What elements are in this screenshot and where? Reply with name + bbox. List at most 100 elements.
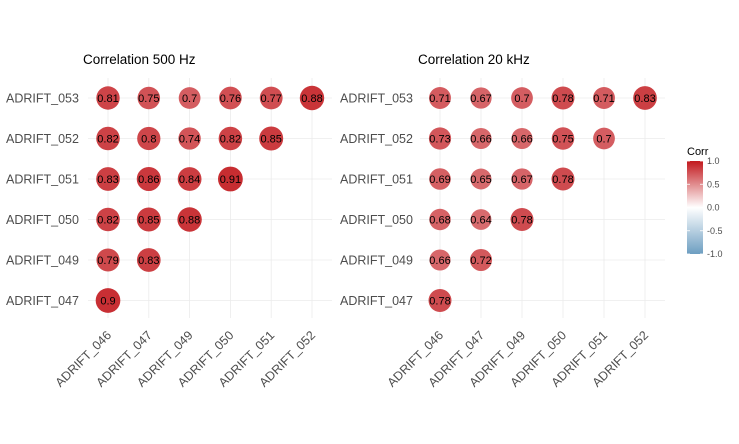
correlation-point	[469, 248, 493, 272]
y-tick-label: ADRIFT_053	[340, 92, 413, 106]
legend-tick-label: 0.0	[707, 203, 720, 213]
correlation-point	[96, 248, 120, 272]
correlation-value-label: 0.88	[179, 215, 200, 227]
correlation-value-label: 0.66	[470, 134, 491, 146]
y-axis-labels: ADRIFT_053 ADRIFT_052 ADRIFT_051 ADRIFT_050…	[340, 92, 413, 309]
y-tick-label: ADRIFT_047	[340, 294, 413, 308]
correlation-value-label: 0.68	[429, 215, 450, 227]
y-tick-label: ADRIFT_052	[6, 132, 79, 146]
y-tick-label: ADRIFT_050	[6, 213, 79, 227]
correlation-point	[470, 209, 492, 230]
correlation-value-label: 0.72	[470, 255, 491, 267]
legend-ticks: 1.0 0.5 0.0 -0.5 -1.0	[687, 156, 723, 259]
correlation-value-label: 0.67	[470, 93, 491, 105]
correlation-point	[259, 86, 283, 110]
y-tick-label: ADRIFT_049	[6, 254, 79, 268]
correlation-value-label: 0.91	[220, 174, 241, 186]
correlation-point	[428, 127, 452, 150]
correlation-point	[299, 85, 325, 111]
correlation-value-label: 0.85	[138, 215, 159, 227]
correlation-points: 0.71 0.67 0.7 0.78 0.71 0.83 0.73 0.66 0.66 0.75 0…	[428, 86, 657, 312]
correlation-value-label: 0.77	[260, 93, 281, 105]
panel-500hz: Correlation 500 Hz ADRIFT_053 ADRIFT_052 A…	[6, 52, 332, 390]
correlation-value-label: 0.66	[511, 134, 532, 146]
correlation-value-label: 0.71	[429, 93, 450, 105]
legend-tick-label: -0.5	[707, 226, 723, 236]
correlation-point	[470, 87, 492, 109]
correlation-point	[136, 248, 161, 272]
correlation-value-label: 0.74	[179, 134, 200, 146]
correlation-value-label: 0.69	[429, 174, 450, 186]
correlation-value-label: 0.82	[220, 134, 241, 146]
correlation-value-label: 0.64	[470, 215, 491, 227]
legend-colorbar	[687, 161, 703, 254]
correlation-value-label: 0.7	[182, 93, 197, 105]
correlation-value-label: 0.7	[514, 93, 529, 105]
correlation-point	[429, 208, 451, 231]
panel-title: Correlation 500 Hz	[83, 52, 196, 67]
correlation-point	[219, 86, 242, 110]
correlation-points: 0.81 0.75 0.7 0.76 0.77 0.88 0.82 0.8 0.74 0.82 0.…	[95, 85, 325, 313]
correlation-value-label: 0.75	[138, 93, 159, 105]
correlation-point	[551, 167, 575, 191]
color-legend: Corr 1.0 0.5 0.0 -0.5 -1.0	[687, 146, 723, 259]
legend-title: Corr	[687, 146, 709, 158]
correlation-value-label: 0.83	[97, 174, 118, 186]
correlation-point	[96, 86, 120, 110]
correlation-point	[96, 207, 120, 232]
correlation-value-label: 0.83	[138, 255, 159, 267]
correlation-point	[178, 87, 201, 109]
y-tick-label: ADRIFT_052	[340, 132, 413, 146]
correlation-point	[136, 166, 161, 192]
correlation-point	[470, 127, 492, 150]
panel-title: Correlation 20 kHz	[418, 52, 530, 67]
correlation-value-label: 0.9	[100, 296, 115, 308]
y-tick-label: ADRIFT_051	[340, 173, 413, 187]
y-tick-label: ADRIFT_053	[6, 92, 79, 106]
correlation-point	[96, 167, 120, 191]
correlation-point	[633, 86, 657, 110]
correlation-value-label: 0.78	[511, 215, 532, 227]
correlation-value-label: 0.8	[141, 134, 156, 146]
correlation-point	[551, 86, 575, 110]
correlation-point	[593, 127, 615, 150]
correlation-value-label: 0.76	[220, 93, 241, 105]
correlation-value-label: 0.84	[179, 174, 200, 186]
correlation-value-label: 0.66	[429, 255, 450, 267]
correlation-point	[218, 166, 243, 192]
correlation-value-label: 0.83	[634, 93, 655, 105]
correlation-point	[136, 207, 161, 232]
correlation-point	[96, 126, 120, 151]
correlation-point	[429, 249, 451, 271]
correlation-point	[511, 127, 533, 150]
panel-20khz: Correlation 20 kHz ADRIFT_053 ADRIFT_052 A…	[340, 52, 665, 390]
correlation-point	[178, 127, 201, 150]
gridlines	[420, 78, 665, 318]
correlation-value-label: 0.71	[593, 93, 614, 105]
legend-tick-label: 0.5	[707, 179, 720, 189]
correlation-point	[511, 168, 533, 190]
correlation-point	[511, 87, 533, 109]
correlation-point	[429, 87, 451, 109]
correlation-point	[470, 168, 492, 190]
correlation-value-label: 0.85	[260, 134, 281, 146]
correlation-point	[551, 127, 575, 150]
correlation-value-label: 0.88	[301, 93, 322, 105]
x-axis-labels: ADRIFT_046ADRIFT_047ADRIFT_049ADRIFT_050…	[53, 328, 319, 390]
correlation-point	[95, 288, 121, 313]
correlation-value-label: 0.78	[429, 296, 450, 308]
legend-tick-label: 1.0	[707, 156, 720, 166]
x-axis-labels: ADRIFT_046ADRIFT_047ADRIFT_049ADRIFT_050…	[385, 328, 652, 390]
legend-tick-label: -1.0	[707, 249, 723, 259]
correlation-value-label: 0.65	[470, 174, 491, 186]
correlation-point	[593, 87, 615, 109]
correlation-point	[177, 207, 202, 232]
y-tick-label: ADRIFT_047	[6, 294, 79, 308]
y-tick-label: ADRIFT_049	[340, 254, 413, 268]
y-axis-labels: ADRIFT_053 ADRIFT_052 ADRIFT_051 ADRIFT_050…	[6, 92, 79, 309]
correlation-point	[137, 86, 161, 110]
correlation-point	[428, 289, 452, 312]
correlation-point	[510, 208, 534, 231]
